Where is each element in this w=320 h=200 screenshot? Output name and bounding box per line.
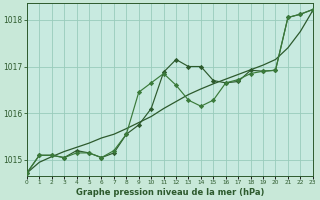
X-axis label: Graphe pression niveau de la mer (hPa): Graphe pression niveau de la mer (hPa) xyxy=(76,188,264,197)
